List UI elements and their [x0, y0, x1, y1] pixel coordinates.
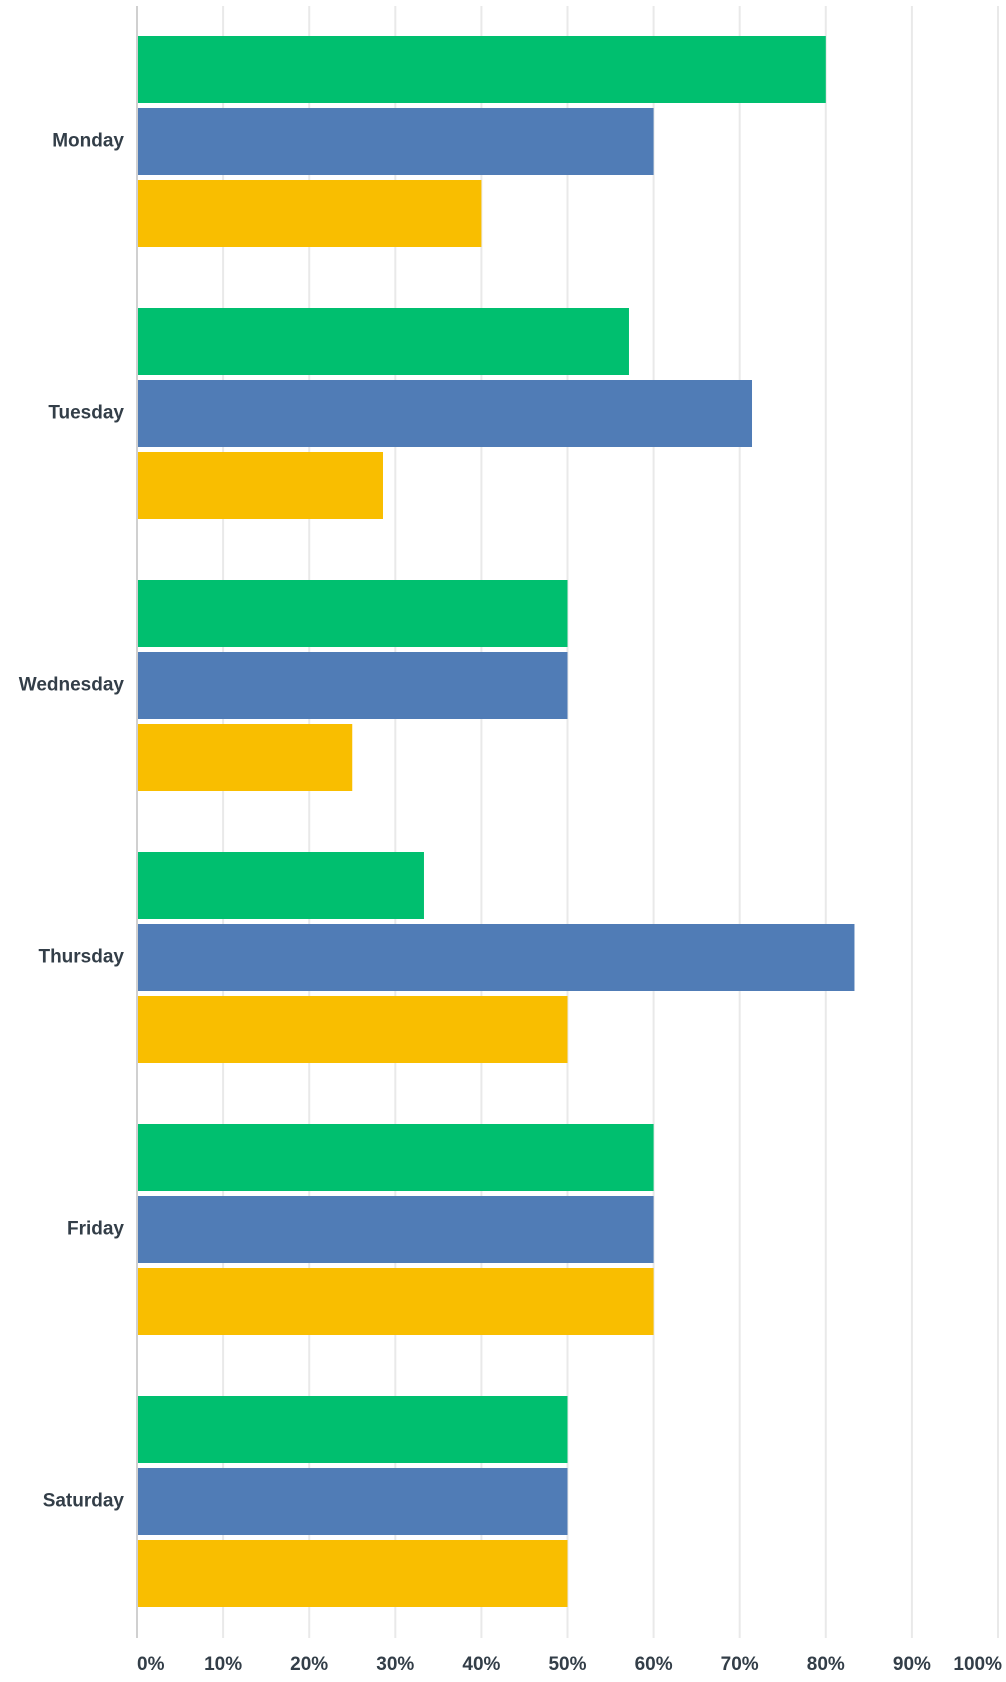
x-tick-label-3: 30%: [376, 1654, 414, 1675]
x-tick-label-7: 70%: [721, 1654, 759, 1675]
bar-thursday-series-2: [137, 924, 855, 991]
category-labels: Monday Tuesday Wednesday Thursday Friday Satu…: [19, 131, 125, 1512]
category-label-monday: Monday: [52, 131, 124, 152]
bar-tuesday-series-3: [137, 452, 383, 519]
x-tick-label-0: 0%: [137, 1654, 165, 1675]
category-label-thursday: Thursday: [38, 947, 124, 968]
bar-monday-series-2: [137, 108, 654, 175]
x-tick-label-1: 10%: [204, 1654, 242, 1675]
category-label-wednesday: Wednesday: [19, 675, 125, 696]
bar-tuesday-series-2: [137, 380, 753, 447]
x-axis-tick-labels: 0% 10% 20% 30% 40% 50% 60% 70% 80% 90% 100%: [137, 1654, 1002, 1675]
bar-tuesday-series-1: [137, 308, 629, 375]
category-label-friday: Friday: [67, 1219, 124, 1240]
x-tick-label-8: 80%: [807, 1654, 845, 1675]
bar-monday-series-3: [137, 180, 482, 247]
bars: [137, 36, 855, 1607]
bar-wednesday-series-2: [137, 652, 568, 719]
bar-saturday-series-1: [137, 1396, 568, 1463]
bar-friday-series-2: [137, 1196, 654, 1263]
bar-wednesday-series-1: [137, 580, 568, 647]
bar-monday-series-1: [137, 36, 826, 103]
category-label-saturday: Saturday: [43, 1491, 125, 1512]
x-tick-label-9: 90%: [893, 1654, 931, 1675]
bar-saturday-series-3: [137, 1540, 568, 1607]
x-tick-label-5: 50%: [548, 1654, 586, 1675]
bar-friday-series-1: [137, 1124, 654, 1191]
category-label-tuesday: Tuesday: [48, 403, 124, 424]
gridlines: [222, 6, 999, 1638]
x-tick-label-4: 40%: [462, 1654, 500, 1675]
bar-thursday-series-1: [137, 852, 424, 919]
x-tick-label-2: 20%: [290, 1654, 328, 1675]
bar-wednesday-series-3: [137, 724, 353, 791]
x-tick-label-10: 100%: [953, 1654, 1002, 1675]
x-tick-label-6: 60%: [635, 1654, 673, 1675]
bar-friday-series-3: [137, 1268, 654, 1335]
bar-thursday-series-3: [137, 996, 568, 1063]
bar-saturday-series-2: [137, 1468, 568, 1535]
